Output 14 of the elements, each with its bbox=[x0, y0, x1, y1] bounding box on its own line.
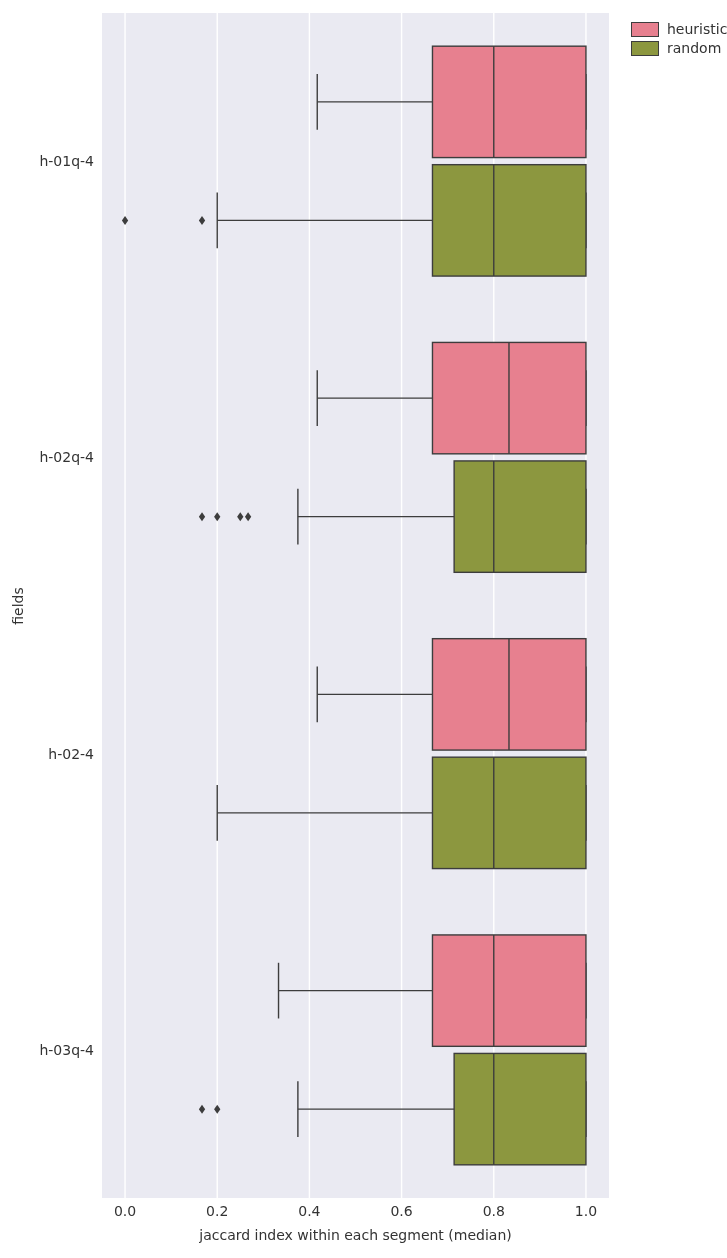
x-axis-title: jaccard index within each segment (median) bbox=[198, 1227, 512, 1243]
y-axis-title: fields bbox=[10, 586, 27, 625]
x-tick-label: 0.2 bbox=[206, 1202, 229, 1219]
x-tick-label: 0.6 bbox=[390, 1202, 413, 1219]
legend-label: random bbox=[667, 40, 722, 56]
y-tick-label: h-02-4 bbox=[48, 745, 95, 762]
y-tick-label: h-02q-4 bbox=[39, 449, 95, 466]
x-tick-label: 1.0 bbox=[574, 1202, 598, 1219]
x-tick-label: 0.0 bbox=[113, 1202, 137, 1219]
y-tick-label: h-03q-4 bbox=[39, 1041, 95, 1058]
legend-label: heuristic bbox=[667, 21, 727, 37]
x-tick-label: 0.4 bbox=[298, 1202, 321, 1219]
y-tick-label: h-01q-4 bbox=[39, 153, 95, 170]
x-tick-label: 0.8 bbox=[482, 1202, 505, 1219]
